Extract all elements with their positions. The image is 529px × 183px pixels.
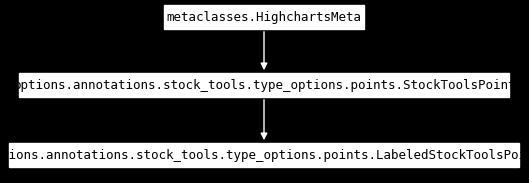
FancyBboxPatch shape [164,5,364,29]
Text: metaclasses.HighchartsMeta: metaclasses.HighchartsMeta [167,10,361,23]
Text: options.annotations.stock_tools.type_options.points.LabeledStockToolsPoint: options.annotations.stock_tools.type_opt… [0,148,529,162]
FancyBboxPatch shape [19,73,509,97]
Text: options.annotations.stock_tools.type_options.points.StockToolsPoint: options.annotations.stock_tools.type_opt… [13,79,515,92]
FancyBboxPatch shape [9,143,519,167]
